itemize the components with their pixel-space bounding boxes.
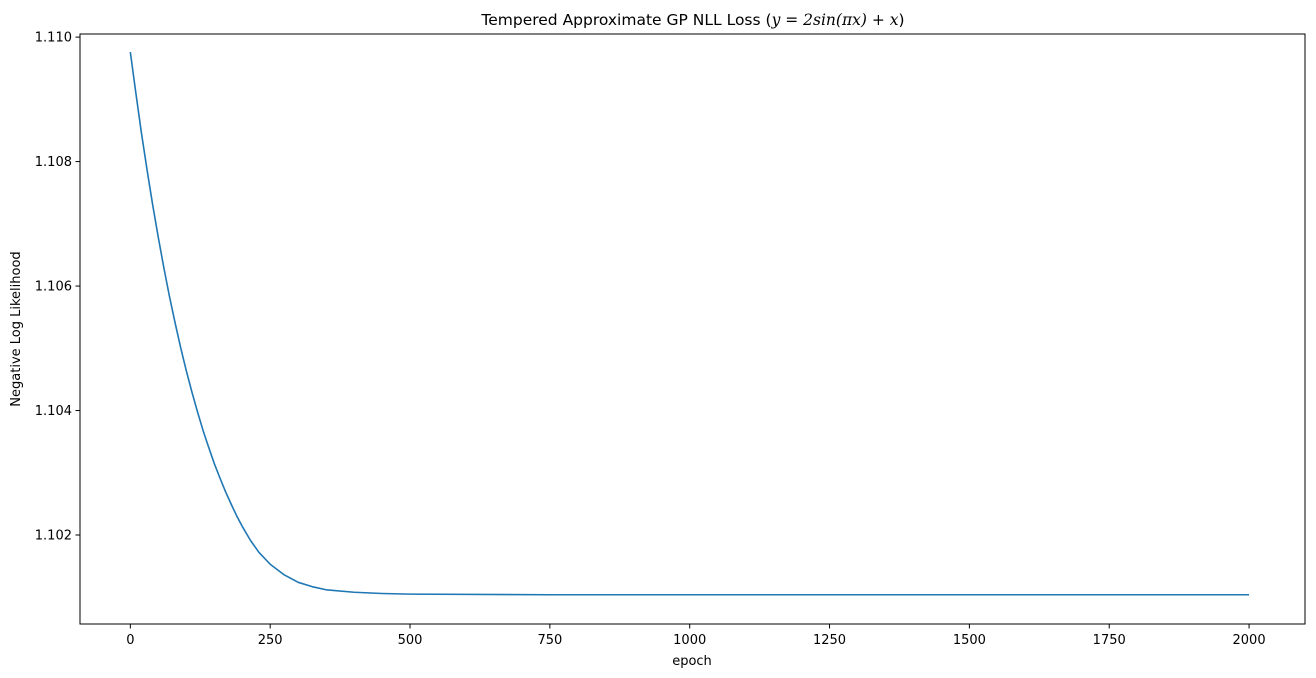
x-tick-label: 250 xyxy=(258,633,283,648)
y-tick-label: 1.106 xyxy=(35,280,72,295)
x-tick-label: 1500 xyxy=(953,633,986,648)
x-axis-ticks: 0 250 500 750 1000 1250 1500 1750 2000 xyxy=(126,624,1266,648)
x-tick-label: 1250 xyxy=(813,633,846,648)
chart-title-math: y = 2sin(πx) + x xyxy=(771,11,899,29)
x-tick-label: 1000 xyxy=(673,633,706,648)
y-tick-label: 1.108 xyxy=(35,155,72,170)
x-tick-label: 0 xyxy=(126,633,134,648)
chart-title-suffix: ) xyxy=(899,11,905,29)
plot-frame xyxy=(79,33,1306,625)
loss-line xyxy=(129,51,1250,596)
chart-title: Tempered Approximate GP NLL Loss (y = 2s… xyxy=(480,11,904,29)
y-tick-label: 1.104 xyxy=(35,404,72,419)
x-tick-label: 2000 xyxy=(1233,633,1266,648)
chart-title-prefix: Tempered Approximate GP NLL Loss ( xyxy=(480,11,771,29)
y-tick-label: 1.110 xyxy=(35,31,72,46)
x-tick-label: 1750 xyxy=(1093,633,1126,648)
y-axis-label: Negative Log Likelihood xyxy=(9,251,24,406)
y-tick-label: 1.102 xyxy=(35,529,72,544)
y-axis-ticks: 1.102 1.104 1.106 1.108 1.110 xyxy=(35,31,80,544)
x-axis-label: epoch xyxy=(672,654,712,669)
x-tick-label: 500 xyxy=(398,633,423,648)
x-tick-label: 750 xyxy=(537,633,562,648)
series-group xyxy=(129,51,1250,596)
